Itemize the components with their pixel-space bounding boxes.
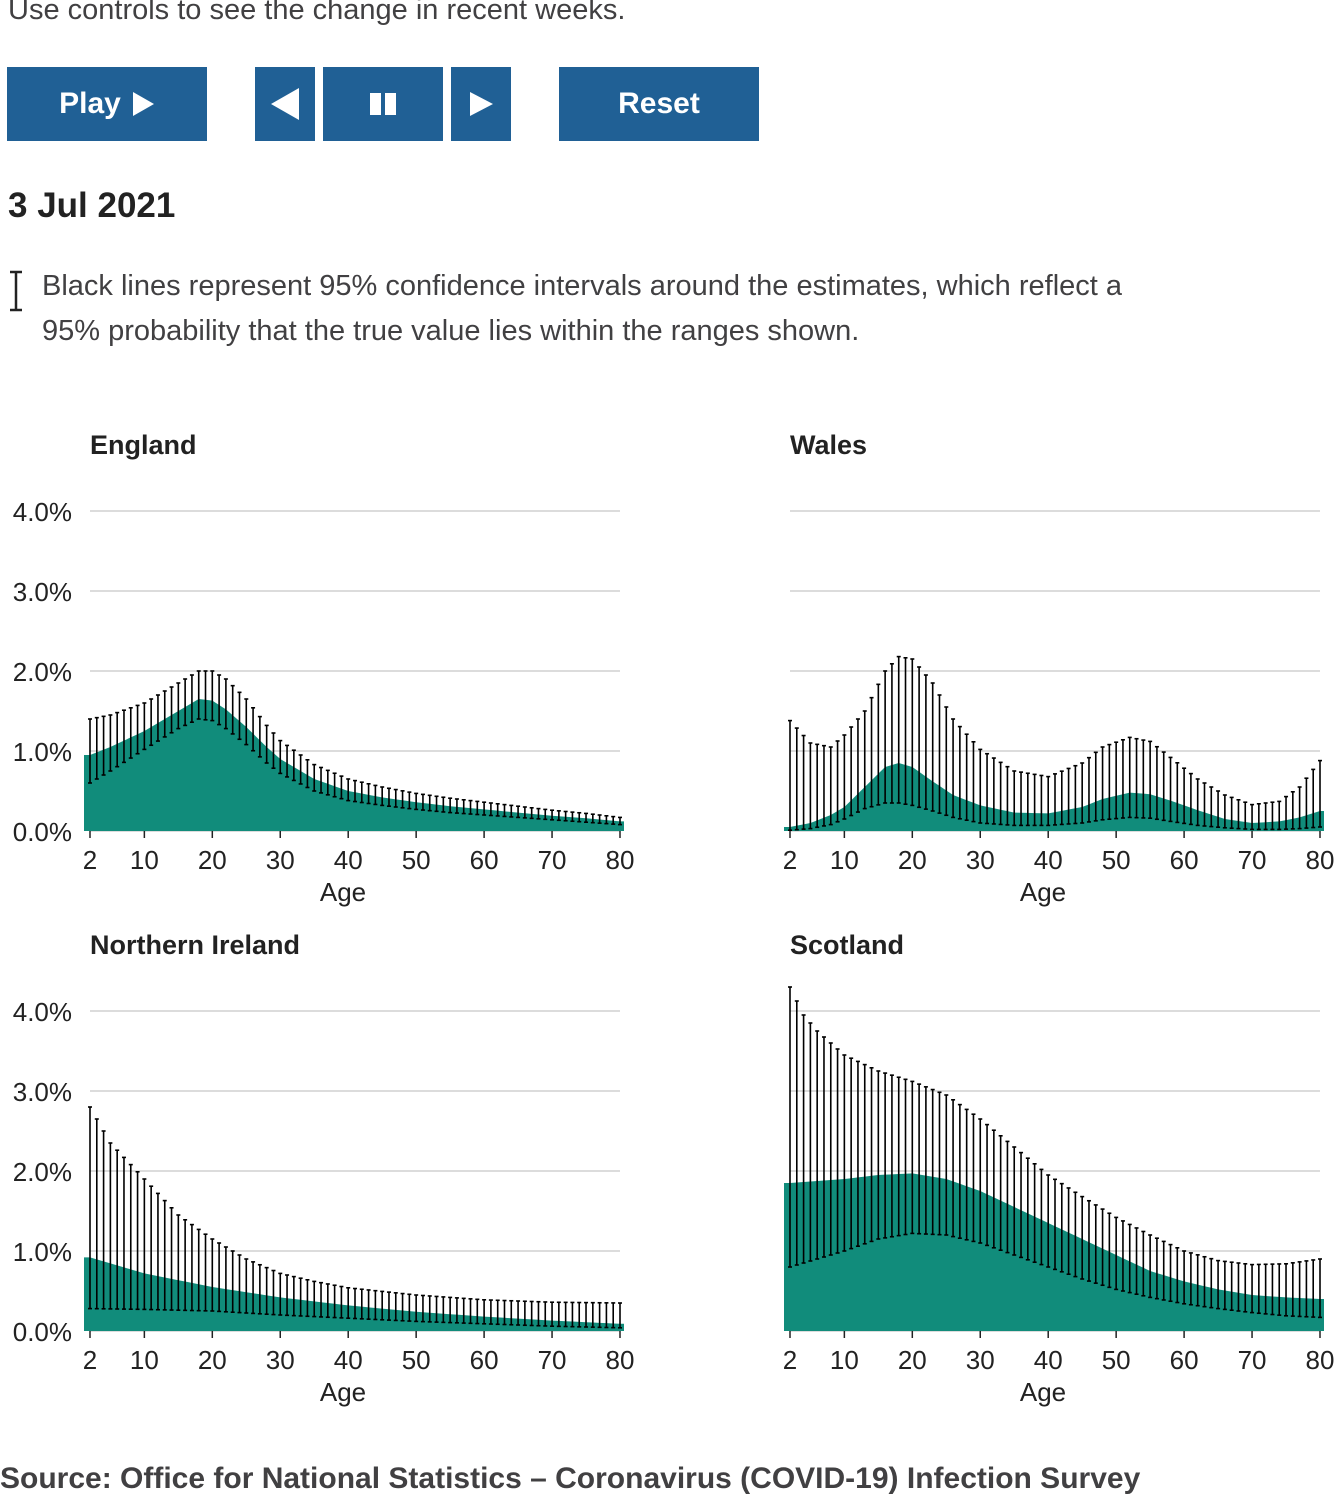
x-axis-label: Age [320,1377,366,1407]
x-tick-label: 80 [606,1345,635,1375]
x-tick-label: 70 [538,1345,567,1375]
x-axis-label: Age [1020,877,1066,907]
source-note: Source: Office for National Statistics –… [0,1462,1141,1495]
x-tick-label: 60 [1170,1345,1199,1375]
x-tick-label: 10 [130,1345,159,1375]
chart-title: Wales [790,430,867,460]
step-forward-icon [470,92,493,116]
x-tick-label: 2 [783,1345,797,1375]
x-tick-label: 20 [198,845,227,875]
step-forward-button[interactable] [451,67,511,141]
x-tick-label: 60 [470,1345,499,1375]
x-tick-label: 60 [470,845,499,875]
x-tick-label: 40 [1034,845,1063,875]
x-tick-label: 50 [1102,845,1131,875]
x-tick-label: 40 [1034,1345,1063,1375]
current-date: 3 Jul 2021 [8,186,176,225]
x-tick-label: 2 [783,845,797,875]
x-tick-label: 10 [830,845,859,875]
ci-note-text: Black lines represent 95% confidence int… [42,270,1123,347]
y-tick-label: 2.0% [13,657,72,687]
chart-title: England [90,430,197,460]
x-tick-label: 10 [130,845,159,875]
x-tick-label: 20 [898,1345,927,1375]
x-tick-label: 2 [83,1345,97,1375]
x-tick-label: 30 [966,845,995,875]
chart-panel-england: England 0.0% 1.0% 2.0% 3.0% 4.0% 2 10 20 30 40 50 60… [13,430,635,907]
x-tick-label: 50 [1102,1345,1131,1375]
y-tick-label: 3.0% [13,1077,72,1107]
x-tick-label: 30 [266,1345,295,1375]
pause-icon [370,93,396,115]
x-tick-label: 10 [830,1345,859,1375]
x-tick-label: 50 [402,845,431,875]
x-tick-label: 70 [1238,1345,1267,1375]
play-button[interactable]: Play [7,67,207,141]
x-axis-label: Age [1020,1377,1066,1407]
y-tick-label: 4.0% [13,997,72,1027]
y-tick-label: 4.0% [13,497,72,527]
x-tick-label: 2 [83,845,97,875]
y-tick-label: 0.0% [13,817,72,847]
step-back-button[interactable] [255,67,315,141]
y-tick-label: 1.0% [13,737,72,767]
ci-note: Black lines represent 95% confidence int… [8,264,1128,354]
chart-panel-northern-ireland: Northern Ireland 0.0% 1.0% 2.0% 3.0% 4.0% 2 10 2… [13,930,635,1407]
x-axis-label: Age [320,877,366,907]
x-tick-label: 80 [606,845,635,875]
estimate-area [84,1257,624,1331]
step-back-icon [271,88,299,120]
chart-panel-scotland: Scotland 2 10 20 30 40 50 60 70 80 Age [783,930,1335,1407]
chart-title: Scotland [790,930,904,960]
x-tick-label: 40 [334,845,363,875]
x-tick-label: 20 [898,845,927,875]
y-tick-label: 2.0% [13,1157,72,1187]
x-tick-label: 80 [1306,845,1335,875]
x-tick-label: 40 [334,1345,363,1375]
x-tick-label: 30 [966,1345,995,1375]
x-tick-label: 80 [1306,1345,1335,1375]
y-tick-label: 0.0% [13,1317,72,1347]
chart-title: Northern Ireland [90,930,300,960]
x-tick-label: 30 [266,845,295,875]
confidence-interval-icon [10,270,22,312]
intro-text: Use controls to see the change in recent… [8,0,626,26]
pause-button[interactable] [323,67,443,141]
x-tick-label: 20 [198,1345,227,1375]
play-triangle-icon [132,92,154,116]
y-tick-label: 3.0% [13,577,72,607]
play-button-label: Play [59,87,121,120]
reset-button-label: Reset [618,87,700,120]
x-tick-label: 70 [538,845,567,875]
small-multiples-charts: England 0.0% 1.0% 2.0% 3.0% 4.0% 2 10 20 30 40 50 60… [13,430,1335,1407]
estimate-area [84,699,624,831]
y-tick-label: 1.0% [13,1237,72,1267]
x-tick-label: 50 [402,1345,431,1375]
chart-panel-wales: Wales 2 10 20 30 40 50 60 70 80 Age [783,430,1335,907]
x-tick-label: 60 [1170,845,1199,875]
x-tick-label: 70 [1238,845,1267,875]
reset-button[interactable]: Reset [559,67,759,141]
